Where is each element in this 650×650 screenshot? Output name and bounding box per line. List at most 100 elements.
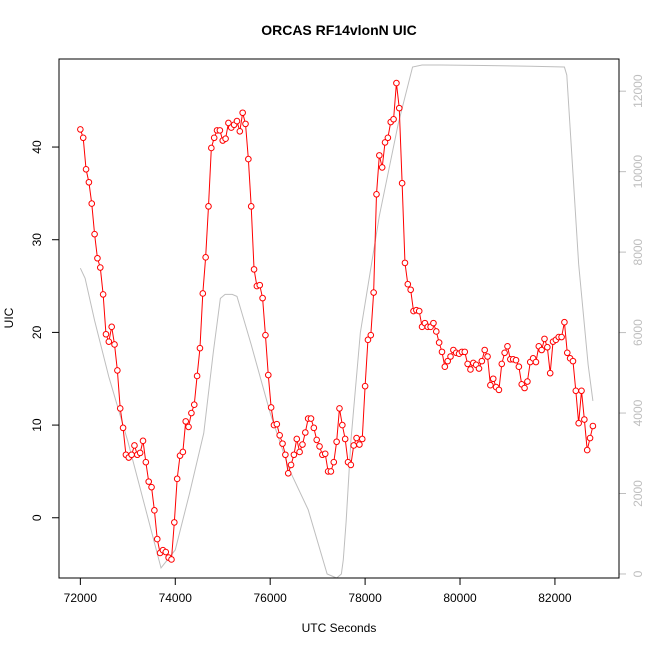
data-point (515, 363, 523, 370)
y2-tick-label: 0 (631, 570, 645, 577)
right-series-line (79, 64, 594, 579)
data-point (296, 448, 303, 456)
y2-tick-label: 2000 (631, 480, 645, 507)
data-point (495, 386, 503, 394)
data-point (111, 341, 118, 348)
data-point (569, 357, 577, 365)
data-point (586, 434, 594, 442)
y2-tick-label: 10000 (631, 155, 645, 189)
data-point (430, 319, 437, 327)
data-point (376, 152, 383, 159)
data-point (321, 450, 329, 458)
data-point (173, 475, 181, 483)
left-axis-series (77, 79, 597, 563)
data-point (438, 348, 446, 356)
x-tick-label: 82000 (538, 591, 572, 605)
data-point (415, 307, 423, 315)
data-point (310, 424, 318, 432)
chart-title: ORCAS RF14vlonN UIC (261, 22, 417, 38)
data-point (202, 254, 209, 261)
data-point (77, 126, 84, 133)
data-point (404, 280, 412, 288)
data-point (370, 289, 377, 296)
data-point (105, 338, 113, 345)
data-point (210, 134, 218, 142)
data-point (259, 294, 266, 302)
data-point (85, 178, 93, 186)
data-point (279, 440, 286, 447)
data-point (108, 323, 115, 331)
data-point (489, 375, 497, 383)
data-point (188, 409, 195, 417)
data-point (578, 387, 585, 395)
y-tick-label: 10 (30, 418, 44, 432)
data-point (367, 331, 375, 339)
data-point (119, 424, 127, 432)
data-point (233, 117, 241, 125)
data-point (136, 449, 144, 457)
data-point (378, 164, 386, 171)
x-tick-label: 80000 (443, 591, 477, 605)
data-point (501, 349, 508, 357)
data-point (128, 451, 135, 459)
data-point (407, 286, 414, 294)
data-point (435, 339, 443, 346)
data-point (96, 264, 104, 271)
data-point (208, 144, 215, 152)
data-point (293, 435, 301, 443)
data-point (541, 335, 548, 343)
data-point (190, 401, 198, 408)
y-tick-label: 40 (30, 140, 44, 154)
data-point (532, 358, 540, 366)
data-point (336, 405, 343, 412)
data-point (475, 365, 483, 372)
y2-tick-label: 8000 (631, 238, 645, 265)
data-point (282, 451, 289, 459)
data-point (395, 104, 403, 112)
data-point (341, 435, 349, 443)
data-point (242, 120, 249, 128)
x-tick-label: 76000 (253, 591, 287, 605)
data-point (390, 115, 397, 123)
y-tick-label: 0 (30, 514, 44, 521)
data-point (356, 441, 363, 448)
data-point (79, 134, 87, 142)
data-point (464, 360, 471, 368)
data-point (142, 458, 150, 466)
data-point (350, 442, 358, 449)
data-point (182, 418, 190, 425)
data-point (393, 79, 400, 87)
data-point (353, 434, 360, 442)
y-axis-label: UIC (2, 307, 16, 328)
data-point (267, 404, 275, 411)
data-point (193, 372, 201, 380)
data-point (307, 415, 315, 422)
data-point (330, 458, 338, 466)
data-point (572, 387, 580, 395)
data-point (327, 468, 335, 475)
data-point (538, 346, 545, 354)
y-tick-label: 30 (30, 233, 44, 247)
data-point (444, 357, 451, 365)
data-point (239, 109, 246, 117)
data-point (102, 330, 110, 338)
data-point (361, 382, 369, 390)
plot-frame (58, 58, 620, 579)
data-point (247, 203, 255, 210)
data-point (250, 266, 258, 273)
data-point (236, 127, 244, 135)
data-point (131, 442, 138, 449)
data-point (196, 344, 204, 352)
data-point (148, 483, 155, 491)
data-point (179, 448, 187, 456)
data-point (467, 366, 474, 373)
data-point (512, 356, 520, 364)
data-point (256, 281, 264, 289)
y2-tick-label: 12000 (631, 74, 645, 108)
x-tick-label: 78000 (348, 591, 382, 605)
data-point (245, 155, 252, 163)
data-point (171, 519, 178, 526)
data-point (302, 429, 309, 436)
data-point (398, 179, 406, 187)
